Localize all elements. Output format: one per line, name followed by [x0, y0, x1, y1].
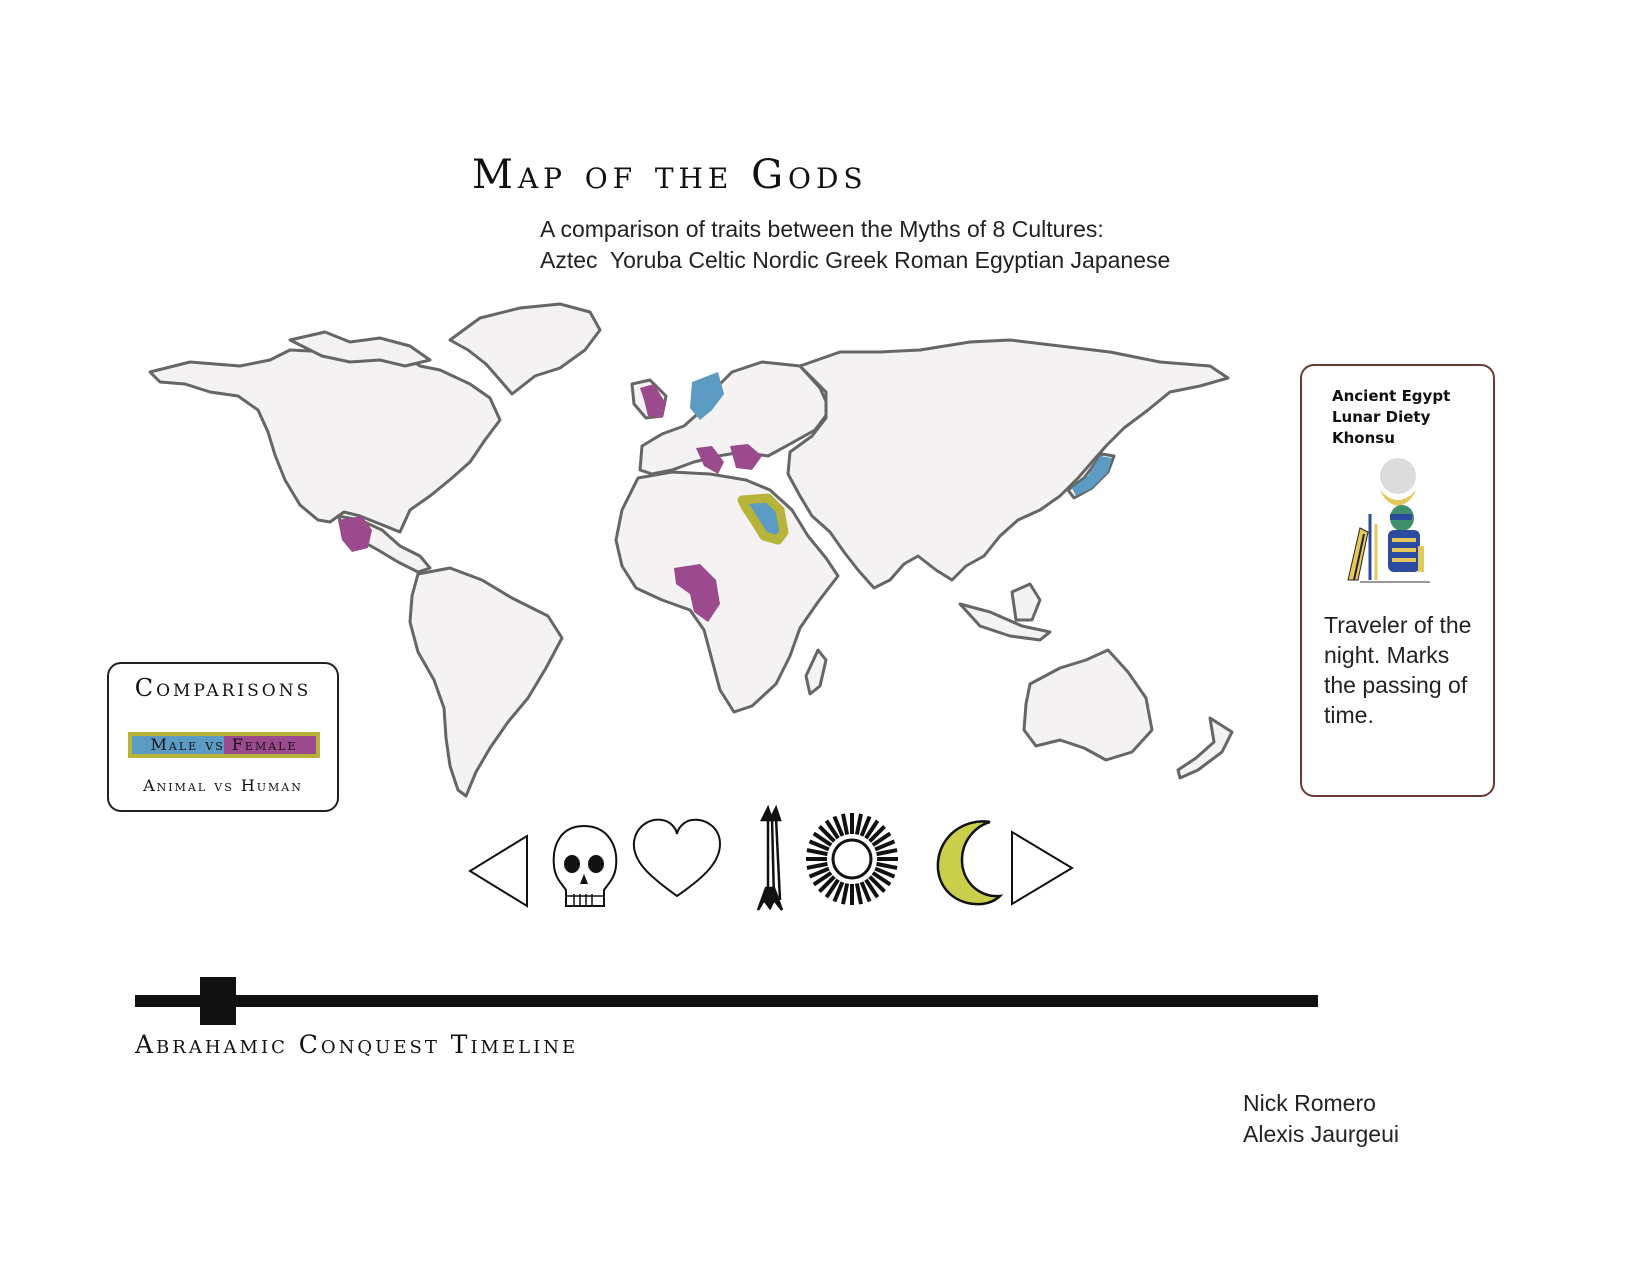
sun-ray: [854, 883, 863, 905]
deity-name: Khonsu: [1332, 429, 1395, 447]
credits: Nick Romero Alexis Jaurgeui: [1243, 1088, 1399, 1150]
sun-ray: [841, 813, 850, 835]
next-arrow-icon[interactable]: [1011, 830, 1074, 906]
borneo: [1010, 582, 1042, 622]
sun-ray: [818, 825, 836, 843]
sun-ray: [854, 813, 863, 835]
author-1: Nick Romero: [1243, 1090, 1376, 1116]
north-america-landmass: [148, 344, 502, 534]
subtitle: A comparison of traits between the Myths…: [540, 214, 1170, 276]
crescent-moon-icon[interactable]: [936, 820, 1004, 906]
skull-icon[interactable]: [552, 824, 618, 907]
asia-landmass: [786, 338, 1230, 590]
heart-icon[interactable]: [632, 818, 722, 898]
region-roman[interactable]: [696, 446, 724, 474]
sun-ray: [808, 839, 830, 852]
region-celtic[interactable]: [640, 384, 666, 418]
timeline-label: Abrahamic Conquest Timeline: [135, 1030, 579, 1059]
new-zealand: [1176, 716, 1234, 780]
deity-header: Ancient Egypt Lunar Diety Khonsu: [1332, 386, 1450, 449]
timeline-handle[interactable]: [199, 977, 236, 1025]
region-greek[interactable]: [730, 444, 762, 470]
deity-role: Lunar Diety: [1332, 408, 1431, 426]
sun-ray: [832, 815, 845, 837]
sun-ray: [812, 871, 833, 887]
sun-ray: [868, 825, 886, 843]
sun-ray: [841, 883, 850, 905]
deity-culture: Ancient Egypt: [1332, 387, 1451, 405]
sun-ray: [864, 878, 880, 899]
deity-description: Traveler of the night. Marks the passing…: [1324, 612, 1472, 728]
sun-ray: [832, 881, 845, 903]
sun-ray: [808, 866, 830, 879]
sun-icon[interactable]: [806, 813, 898, 905]
male-vs-female-option[interactable]: Male vs Female: [128, 732, 320, 758]
region-nordic[interactable]: [690, 372, 724, 420]
timeline-track[interactable]: [135, 995, 1318, 1007]
khonsu-figure: [1347, 458, 1430, 583]
subtitle-line-2: Aztec Yoruba Celtic Nordic Greek Roman E…: [540, 247, 1171, 273]
madagascar: [804, 648, 828, 696]
sun-ray: [824, 819, 840, 840]
sun-ray: [818, 875, 836, 893]
region-yoruba[interactable]: [674, 564, 720, 622]
animal-vs-human-option[interactable]: Animal vs Human: [143, 776, 303, 795]
author-2: Alexis Jaurgeui: [1243, 1121, 1399, 1147]
page-title: Map of the Gods: [472, 152, 868, 198]
sun-ray: [806, 861, 828, 870]
comparisons-legend: Comparisons Male vs Female Animal vs Hum…: [107, 662, 339, 812]
deity-info-card: Ancient Egypt Lunar Diety Khonsu Travele…: [1300, 364, 1495, 797]
region-aztec[interactable]: [338, 516, 372, 552]
sun-ray: [864, 819, 880, 840]
greenland-landmass: [448, 302, 602, 396]
sun-ray: [868, 875, 886, 893]
south-america-landmass: [408, 566, 564, 798]
sun-ray: [871, 831, 892, 847]
sun-ray: [876, 861, 898, 870]
sun-ray: [812, 831, 833, 847]
region-egyptian[interactable]: [737, 493, 789, 545]
legend-title: Comparisons: [134, 674, 312, 702]
previous-arrow-icon[interactable]: [468, 834, 528, 908]
sun-ray: [859, 815, 872, 837]
sun-ray: [824, 878, 840, 899]
australia-landmass: [1022, 648, 1154, 762]
sun-ray: [876, 848, 898, 857]
sun-ray: [874, 839, 896, 852]
sun-ray: [806, 848, 828, 857]
arrows-icon[interactable]: [756, 804, 784, 911]
sun-ray: [874, 866, 896, 879]
indonesia-islands: [958, 602, 1052, 642]
region-japanese[interactable]: [1072, 456, 1112, 496]
subtitle-line-1: A comparison of traits between the Myths…: [540, 216, 1104, 242]
sun-ray: [859, 881, 872, 903]
sun-ray: [871, 871, 892, 887]
arctic-islands: [288, 330, 432, 368]
